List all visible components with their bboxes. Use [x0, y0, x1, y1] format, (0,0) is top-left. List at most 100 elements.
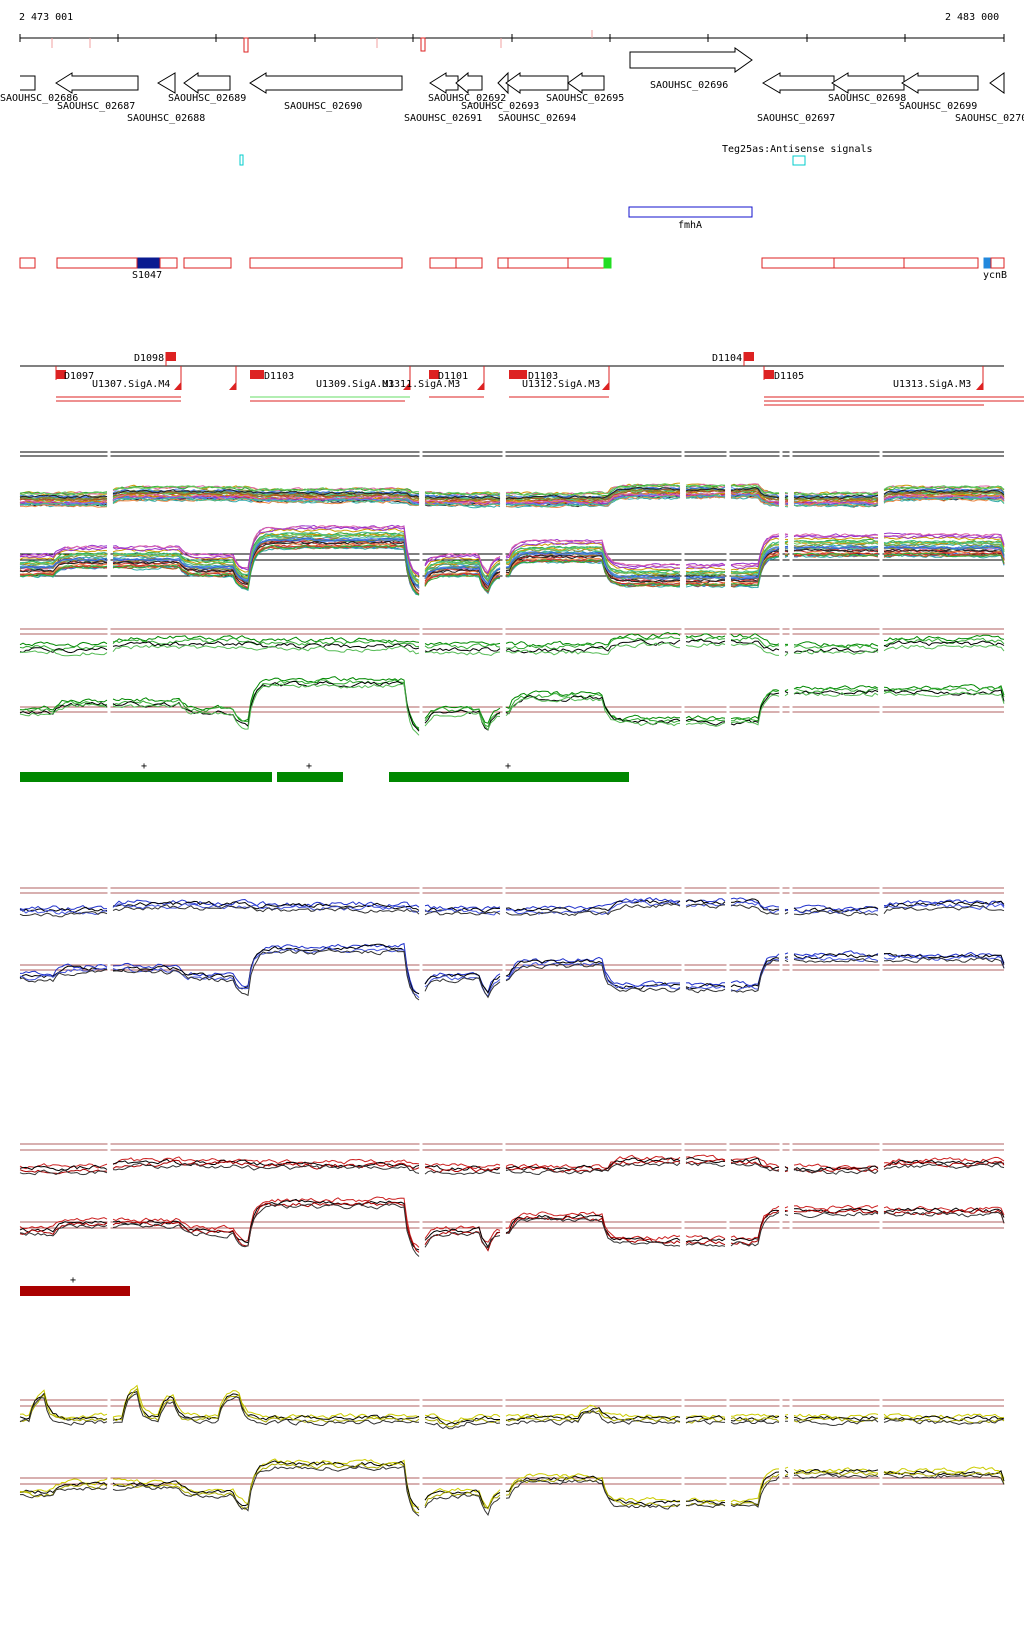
promoter-label: U1309.SigA.M3	[316, 379, 394, 390]
expression-line	[19, 483, 1005, 496]
green-expression-panel	[19, 620, 1005, 736]
coordinate-ruler	[19, 30, 1005, 53]
gene-arrow[interactable]	[762, 72, 835, 94]
expression-line	[19, 635, 1005, 651]
ycnb-label: ycnB	[983, 270, 1007, 281]
segment-mark: +	[141, 761, 147, 772]
gene-labels: SAOUHSC_02686 SAOUHSC_02687 SAOUHSC_0268…	[0, 80, 1024, 124]
antisense-signal[interactable]	[239, 154, 244, 166]
gene-label: SAOUHSC_02697	[757, 113, 835, 124]
promoter-label: U1312.SigA.M3	[522, 379, 600, 390]
antisense-track: Teg25as:Antisense signals	[239, 144, 873, 166]
gene-label: SAOUHSC_02687	[57, 101, 135, 112]
expression-line	[19, 1392, 1005, 1430]
expression-line	[19, 1154, 1005, 1170]
gene-arrow[interactable]	[629, 47, 753, 73]
gene-label: SAOUHSC_02688	[127, 113, 205, 124]
promoter-label: D1097	[64, 371, 94, 382]
promoter-label: U1307.SigA.M4	[92, 379, 170, 390]
expression-line	[19, 683, 1005, 736]
gene-label: SAOUHSC_02694	[498, 113, 576, 124]
s1047-label: S1047	[132, 270, 162, 281]
gene-arrow[interactable]	[183, 72, 231, 94]
end-coordinate: 2 483 000	[945, 12, 1000, 23]
expression-line	[19, 1196, 1005, 1248]
expression-line	[19, 533, 1005, 583]
expression-line	[19, 641, 1005, 657]
expression-line	[19, 537, 1005, 587]
gene-arrow[interactable]	[505, 72, 569, 94]
promoter-label: D1105	[774, 371, 804, 382]
gene-arrow[interactable]	[567, 72, 605, 94]
gene-label: SAOUHSC_02698	[828, 93, 906, 104]
expression-line	[19, 679, 1005, 729]
multi-condition-expression-panel	[19, 445, 1005, 596]
promoter-track: D1098 D1104 D1097 D1103 D1101 D1103 D110…	[20, 352, 1024, 406]
expression-line	[19, 531, 1005, 581]
promoter-label: D1103	[528, 371, 558, 382]
promoter-label: D1103	[264, 371, 294, 382]
fmha-box[interactable]	[628, 206, 753, 218]
promoter-label: U1311.SigA.M3	[382, 379, 460, 390]
gene-arrow[interactable]	[455, 71, 483, 95]
gene-label: SAOUHSC_02692	[428, 93, 506, 104]
yellow-expression-panel	[19, 1384, 1005, 1517]
gene-arrow[interactable]	[831, 72, 905, 94]
gene-label: SAOUHSC_02696	[650, 80, 728, 91]
gene-label: SAOUHSC_02691	[404, 113, 482, 124]
expression-line	[19, 486, 1005, 500]
segment-mark: +	[505, 761, 511, 772]
blue-expression-panel	[19, 870, 1005, 1001]
ycnb-block[interactable]	[983, 257, 992, 269]
expression-line	[19, 676, 1005, 731]
gene-arrow[interactable]	[20, 75, 36, 91]
segment-bar[interactable]	[277, 772, 343, 782]
s1047-block[interactable]	[137, 257, 161, 269]
gene-label: SAOUHSC_02689	[168, 93, 246, 104]
expression-line	[19, 1203, 1005, 1257]
gene-arrow[interactable]	[157, 72, 176, 94]
expression-line	[19, 1384, 1005, 1424]
expression-line	[19, 1198, 1005, 1251]
expression-line	[19, 544, 1005, 596]
expression-line	[19, 1161, 1005, 1176]
gene-label: SAOUHSC_02693	[461, 101, 539, 112]
expression-line	[19, 946, 1005, 999]
gene-arrow[interactable]	[55, 72, 139, 94]
segment-mark: +	[306, 761, 312, 772]
gene-arrow[interactable]	[429, 72, 459, 94]
expression-line	[19, 526, 1005, 576]
gene-label: SAOUHSC_0270	[955, 113, 1024, 124]
gene-arrow[interactable]	[989, 72, 1005, 94]
expression-line	[19, 1388, 1005, 1428]
expression-line	[19, 638, 1005, 654]
segment-mark: +	[70, 1275, 76, 1286]
gene-track	[20, 47, 1005, 95]
expression-line	[19, 948, 1005, 1001]
expression-line	[19, 903, 1005, 918]
promoter-label: D1101	[438, 371, 468, 382]
expression-line	[19, 1465, 1005, 1517]
expression-line	[19, 1201, 1005, 1253]
segment-bar[interactable]	[20, 772, 272, 782]
gene-label: SAOUHSC_02695	[546, 93, 624, 104]
antisense-signal[interactable]	[792, 155, 806, 166]
expression-line	[19, 494, 1005, 508]
expression-line	[19, 1158, 1005, 1175]
fmha-label: fmhA	[678, 220, 702, 231]
red-expression-panel	[19, 1135, 1005, 1257]
red-segment-track: +	[20, 1275, 130, 1296]
gene-label: SAOUHSC_02686	[0, 93, 78, 104]
promoter-label: U1313.SigA.M3	[893, 379, 971, 390]
gene-arrow[interactable]	[249, 72, 403, 94]
gene-arrow[interactable]	[901, 72, 979, 94]
annotation-row: S1047 ycnB	[19, 257, 1007, 281]
segment-bar[interactable]	[20, 1286, 130, 1296]
promoter-label: D1098	[134, 353, 164, 364]
antisense-label: Teg25as:Antisense signals	[722, 144, 873, 155]
segment-bar[interactable]	[389, 772, 629, 782]
gene-label: SAOUHSC_02690	[284, 101, 362, 112]
gene-label: SAOUHSC_02699	[899, 101, 977, 112]
